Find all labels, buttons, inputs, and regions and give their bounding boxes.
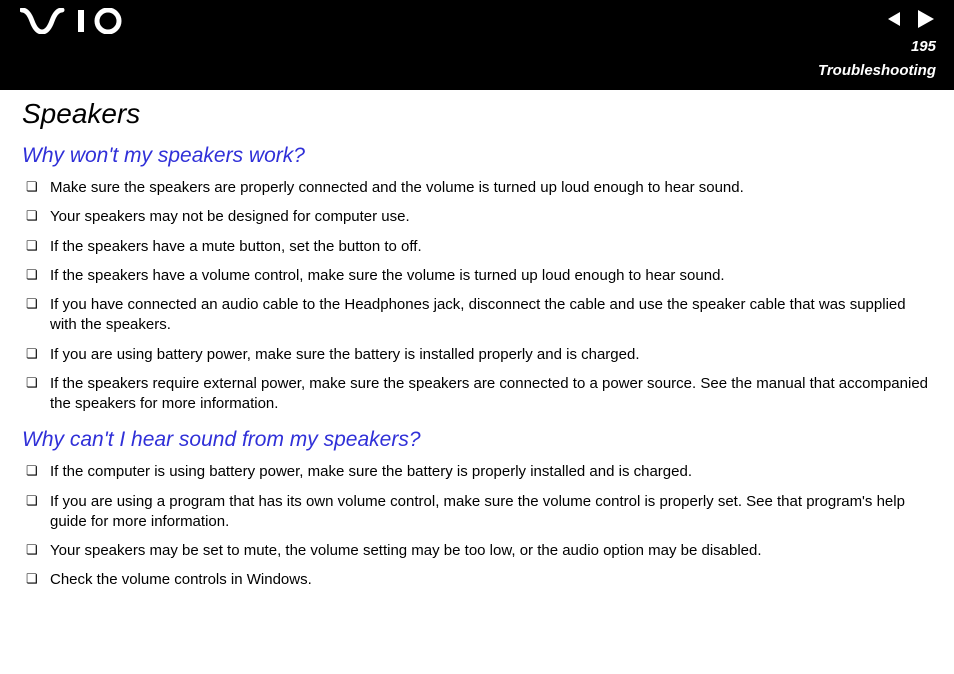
bullet-list: ❏Make sure the speakers are properly con… [22, 178, 932, 414]
bullet-icon: ❏ [22, 178, 50, 196]
list-item-text: If the speakers have a volume control, m… [50, 266, 932, 286]
nav-arrows [886, 8, 936, 35]
list-item: ❏If the speakers have a mute button, set… [22, 237, 932, 257]
list-item-text: Your speakers may be set to mute, the vo… [50, 541, 932, 561]
bullet-icon: ❏ [22, 374, 50, 392]
bullet-icon: ❏ [22, 237, 50, 255]
page-number: 195 [911, 38, 936, 55]
bullet-icon: ❏ [22, 570, 50, 588]
list-item: ❏If the speakers have a volume control, … [22, 266, 932, 286]
list-item-text: Your speakers may not be designed for co… [50, 207, 932, 227]
list-item: ❏If you have connected an audio cable to… [22, 295, 932, 336]
prev-page-icon[interactable] [886, 10, 904, 33]
list-item-text: Make sure the speakers are properly conn… [50, 178, 932, 198]
content-area: Speakers Why won't my speakers work? ❏Ma… [0, 90, 954, 591]
section-name: Troubleshooting [818, 62, 936, 79]
list-item-text: If the speakers have a mute button, set … [50, 237, 932, 257]
list-item: ❏Your speakers may be set to mute, the v… [22, 541, 932, 561]
list-item: ❏If the computer is using battery power,… [22, 462, 932, 482]
list-item: ❏Make sure the speakers are properly con… [22, 178, 932, 198]
list-item-text: If the computer is using battery power, … [50, 462, 932, 482]
list-item-text: If you have connected an audio cable to … [50, 295, 932, 336]
list-item: ❏If you are using battery power, make su… [22, 345, 932, 365]
page-header: 195 Troubleshooting [0, 0, 954, 90]
list-item-text: If you are using battery power, make sur… [50, 345, 932, 365]
bullet-icon: ❏ [22, 345, 50, 363]
list-item: ❏Your speakers may not be designed for c… [22, 207, 932, 227]
list-item: ❏If you are using a program that has its… [22, 492, 932, 533]
bullet-icon: ❏ [22, 541, 50, 559]
question-heading: Why can't I hear sound from my speakers? [22, 428, 932, 452]
list-item-text: If the speakers require external power, … [50, 374, 932, 415]
bullet-list: ❏If the computer is using battery power,… [22, 462, 932, 590]
page-title: Speakers [22, 98, 932, 130]
vaio-logo [20, 8, 130, 39]
bullet-icon: ❏ [22, 207, 50, 225]
next-page-icon[interactable] [914, 8, 936, 35]
bullet-icon: ❏ [22, 462, 50, 480]
bullet-icon: ❏ [22, 266, 50, 284]
list-item: ❏Check the volume controls in Windows. [22, 570, 932, 590]
question-heading: Why won't my speakers work? [22, 144, 932, 168]
list-item-text: Check the volume controls in Windows. [50, 570, 932, 590]
list-item-text: If you are using a program that has its … [50, 492, 932, 533]
list-item: ❏If the speakers require external power,… [22, 374, 932, 415]
bullet-icon: ❏ [22, 295, 50, 313]
bullet-icon: ❏ [22, 492, 50, 510]
